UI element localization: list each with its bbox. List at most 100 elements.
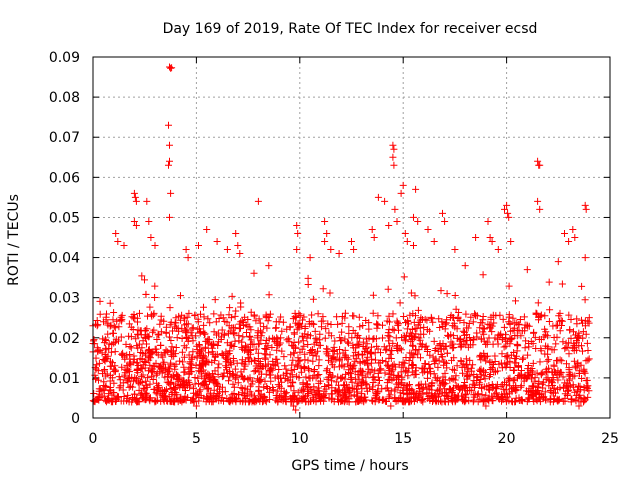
x-tick-label: 15 [394, 431, 412, 447]
data-point [255, 378, 263, 386]
data-point [363, 340, 371, 348]
data-point [141, 390, 149, 398]
data-point [470, 377, 478, 385]
data-point [395, 361, 403, 369]
data-point [173, 324, 181, 332]
data-point [388, 347, 396, 354]
data-point [115, 384, 123, 392]
data-point [501, 378, 508, 386]
data-point [132, 222, 140, 229]
data-point [484, 218, 492, 225]
data-point [513, 340, 521, 348]
data-point [315, 371, 323, 378]
data-point [565, 350, 573, 358]
data-point [323, 350, 331, 358]
data-point [347, 361, 355, 369]
data-point [200, 303, 207, 311]
data-point [195, 242, 202, 249]
data-point [106, 299, 114, 307]
data-point [151, 398, 159, 406]
data-point [498, 350, 506, 358]
data-point [120, 242, 128, 249]
data-point [294, 230, 302, 237]
data-point [462, 337, 470, 345]
data-point [195, 341, 203, 348]
y-tick-label: 0.09 [49, 50, 80, 66]
data-point [438, 318, 446, 326]
data-point [176, 357, 184, 365]
data-point [395, 320, 403, 328]
data-point [450, 319, 458, 327]
data-point [142, 291, 150, 298]
data-point [535, 335, 543, 343]
data-point [457, 392, 465, 400]
data-point [304, 380, 311, 388]
data-point [167, 318, 175, 326]
data-point [358, 378, 366, 386]
data-point [406, 349, 414, 357]
data-point [299, 395, 307, 403]
data-point [183, 382, 191, 390]
data-point [429, 353, 437, 361]
data-point [424, 368, 431, 376]
data-point [368, 226, 376, 233]
data-point [339, 349, 347, 357]
data-point [578, 316, 585, 324]
data-point [129, 383, 137, 391]
data-point [218, 373, 226, 381]
data-point [126, 368, 133, 376]
data-point [344, 355, 352, 363]
data-point [268, 344, 276, 351]
data-point [272, 324, 280, 332]
chart-title: Day 169 of 2019, Rate Of TEC Index for r… [163, 21, 538, 37]
data-point [231, 337, 239, 345]
data-point [157, 351, 165, 359]
data-point [324, 345, 332, 353]
data-point [410, 213, 417, 221]
data-point [167, 385, 175, 392]
data-point [461, 331, 468, 339]
data-point [322, 325, 330, 333]
data-point [350, 385, 358, 393]
data-point [312, 352, 320, 360]
data-point [379, 321, 386, 329]
data-point [304, 391, 311, 399]
data-point [399, 363, 407, 371]
data-point [578, 282, 586, 290]
data-point [358, 397, 366, 405]
data-point [262, 340, 270, 348]
data-point [303, 334, 311, 342]
data-point [112, 366, 119, 374]
data-point [481, 354, 489, 362]
data-point [565, 371, 573, 379]
data-point [462, 310, 470, 318]
data-point [431, 396, 439, 404]
data-point [496, 311, 504, 319]
data-point [421, 343, 429, 351]
data-point [469, 398, 477, 406]
data-point [403, 238, 411, 245]
data-point [524, 351, 532, 359]
data-point [520, 373, 528, 381]
data-point [491, 334, 499, 342]
data-point [121, 369, 129, 377]
data-point [154, 330, 162, 338]
data-point [346, 387, 354, 395]
data-point [497, 382, 505, 390]
data-point [255, 315, 263, 323]
data-point [435, 387, 443, 395]
data-point [103, 310, 110, 318]
data-point [124, 375, 132, 382]
data-point [355, 375, 363, 383]
data-point [293, 325, 301, 333]
data-point [123, 376, 131, 384]
data-point [215, 360, 223, 368]
data-point [362, 373, 370, 381]
data-point [457, 343, 465, 351]
data-point [577, 395, 585, 403]
data-point [356, 334, 364, 342]
data-point [234, 379, 242, 387]
data-point [459, 360, 467, 368]
data-point [244, 316, 252, 323]
x-tick-label: 5 [192, 431, 201, 447]
